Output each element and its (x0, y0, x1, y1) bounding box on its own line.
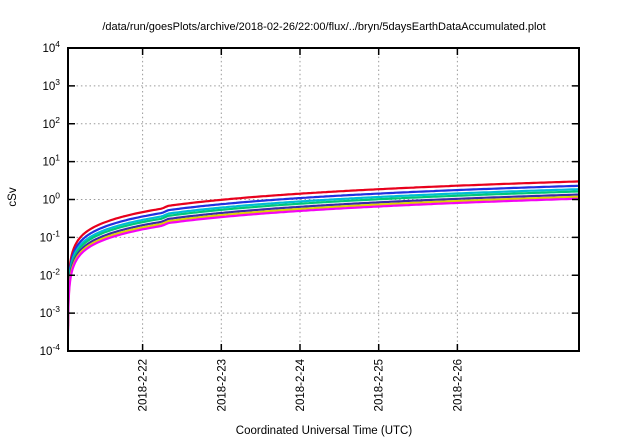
y-tick-label: 101 (42, 153, 60, 169)
y-tick-label: 103 (42, 77, 60, 93)
y-tick-label: 10-3 (40, 304, 61, 320)
x-tick-label: 2018-2-22 (138, 359, 150, 411)
x-tick-label: 2018-2-23 (216, 359, 228, 411)
x-tick-label: 2018-2-24 (295, 358, 307, 411)
chart-title: /data/run/goesPlots/archive/2018-02-26/2… (102, 21, 546, 33)
series-cyan-line (68, 188, 579, 322)
series-navy-line (68, 193, 579, 328)
y-tick-label: 10-2 (40, 266, 61, 282)
y-axis-label: cSv (7, 187, 19, 207)
y-tick-label: 104 (42, 39, 60, 55)
series-yellow-line (68, 195, 579, 330)
x-axis-label: Coordinated Universal Time (UTC) (235, 425, 413, 437)
y-tick-label: 10-4 (40, 342, 61, 358)
series-green-line (68, 190, 579, 325)
series-blue-line (68, 184, 579, 319)
x-tick-label: 2018-2-25 (374, 359, 386, 411)
x-tick-label: 2018-2-26 (452, 359, 464, 411)
y-tick-label: 102 (42, 115, 60, 131)
y-tick-label: 10-1 (40, 228, 61, 244)
series-magenta-line (68, 197, 579, 332)
y-tick-label: 100 (42, 191, 60, 207)
series-red-line (68, 180, 579, 315)
